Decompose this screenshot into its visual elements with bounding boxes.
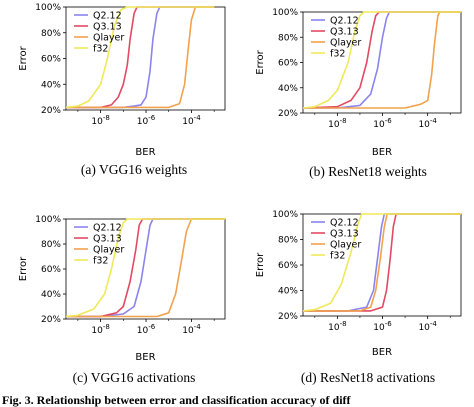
y-axis-label: Error xyxy=(18,45,29,70)
panel-caption: (c) VGG16 activations xyxy=(73,370,196,385)
plot-frame xyxy=(302,213,462,317)
y-tick-label: 100% xyxy=(35,215,61,225)
y-tick-label: 100% xyxy=(35,3,61,13)
y-tick-label: 40% xyxy=(278,84,298,94)
x-tick-label: 10-6 xyxy=(373,117,392,130)
legend-label: Qlayer xyxy=(93,33,124,44)
series-line-f32 xyxy=(302,11,461,109)
x-tick-label: 10-8 xyxy=(91,323,109,336)
y-tick-label: 60% xyxy=(41,55,61,65)
x-tick-label: 10-6 xyxy=(137,323,156,336)
legend-label: Q3.13 xyxy=(93,234,122,245)
legend-label: f32 xyxy=(93,256,108,267)
y-tick-label: 100% xyxy=(272,8,298,18)
legend-label: Q2.12 xyxy=(330,218,359,229)
legend-label: Q3.13 xyxy=(93,22,122,33)
y-tick-label: 20% xyxy=(278,109,298,119)
panel-caption: (a) VGG16 weights xyxy=(81,162,187,177)
y-tick-label: 60% xyxy=(278,261,298,271)
series-line-qlayer xyxy=(303,11,461,109)
series-line-f32 xyxy=(302,213,461,312)
panel-1: 20% 40% 60% 80% 100% 10-8 10-6 10-4 BER Error Q2.1… xyxy=(18,3,226,177)
x-tick-label: 10-4 xyxy=(418,320,437,333)
series-line-q3-13 xyxy=(303,213,461,312)
y-tick-label: 20% xyxy=(41,106,61,116)
x-tick-label: 10-6 xyxy=(373,320,392,333)
x-tick-label: 10-8 xyxy=(91,114,109,127)
y-tick-label: 40% xyxy=(41,80,61,90)
figure-caption: Fig. 3. Relationship between error and c… xyxy=(2,393,352,407)
x-tick-label: 10-8 xyxy=(328,117,346,130)
y-tick-label: 80% xyxy=(41,240,61,250)
x-axis-label: BER xyxy=(372,147,392,158)
y-tick-label: 80% xyxy=(41,29,61,39)
legend-label: Qlayer xyxy=(330,240,361,251)
legend-label: Qlayer xyxy=(93,245,124,256)
x-tick-label: 10-4 xyxy=(182,323,201,336)
series-line-q3-13 xyxy=(66,6,215,109)
series-line-qlayer xyxy=(66,218,225,318)
y-tick-label: 100% xyxy=(272,210,298,220)
panel-3: 20% 40% 60% 80% 100% 10-8 10-6 10-4 BER Error Q2.1… xyxy=(18,215,226,385)
y-tick-label: 20% xyxy=(278,312,298,322)
legend-label: Q2.12 xyxy=(330,16,359,27)
legend-label: f32 xyxy=(330,251,345,262)
legend-label: Qlayer xyxy=(330,38,361,49)
y-tick-label: 80% xyxy=(278,236,298,246)
legend-label: Q3.13 xyxy=(330,27,359,38)
y-tick-label: 40% xyxy=(41,290,61,300)
y-axis-label: Error xyxy=(255,49,266,74)
plot-frame xyxy=(302,11,462,114)
legend-label: Q2.12 xyxy=(93,11,122,22)
series-line-qlayer xyxy=(66,6,215,109)
y-axis-label: Error xyxy=(255,252,266,277)
y-tick-label: 60% xyxy=(278,59,298,69)
y-tick-label: 20% xyxy=(41,315,61,325)
panel-caption: (d) ResNet18 activations xyxy=(301,370,435,385)
series-line-q2-12 xyxy=(66,6,215,109)
series-line-q2-12 xyxy=(66,218,225,318)
series-line-f32 xyxy=(65,218,225,318)
panel-4: 20% 40% 60% 80% 100% 10-8 10-6 10-4 BER Error Q2.1… xyxy=(255,210,462,385)
legend-label: f32 xyxy=(93,44,108,55)
series-line-f32 xyxy=(65,6,215,109)
x-tick-label: 10-4 xyxy=(182,114,201,127)
series-line-q3-13 xyxy=(66,218,225,318)
legend-label: Q2.12 xyxy=(93,223,122,234)
plot-frame xyxy=(65,6,226,111)
series-line-q3-13 xyxy=(302,11,461,109)
legend-label: Q3.13 xyxy=(330,229,359,240)
y-tick-label: 80% xyxy=(278,33,298,43)
plot-frame xyxy=(65,218,226,320)
x-tick-label: 10-8 xyxy=(328,320,346,333)
series-line-q2-12 xyxy=(303,11,461,109)
x-tick-label: 10-6 xyxy=(137,114,156,127)
legend-label: f32 xyxy=(330,49,345,60)
y-tick-label: 60% xyxy=(41,265,61,275)
x-tick-label: 10-4 xyxy=(418,117,437,130)
series-line-q2-12 xyxy=(303,213,461,312)
panel-2: 20% 40% 60% 80% 100% 10-8 10-6 10-4 BER Error Q2.1… xyxy=(255,8,462,179)
x-axis-label: BER xyxy=(135,352,155,363)
series-line-qlayer xyxy=(303,213,461,312)
panel-caption: (b) ResNet18 weights xyxy=(309,164,427,179)
x-axis-label: BER xyxy=(372,347,392,358)
y-axis-label: Error xyxy=(18,256,29,281)
y-tick-label: 40% xyxy=(278,287,298,297)
x-axis-label: BER xyxy=(135,147,155,158)
